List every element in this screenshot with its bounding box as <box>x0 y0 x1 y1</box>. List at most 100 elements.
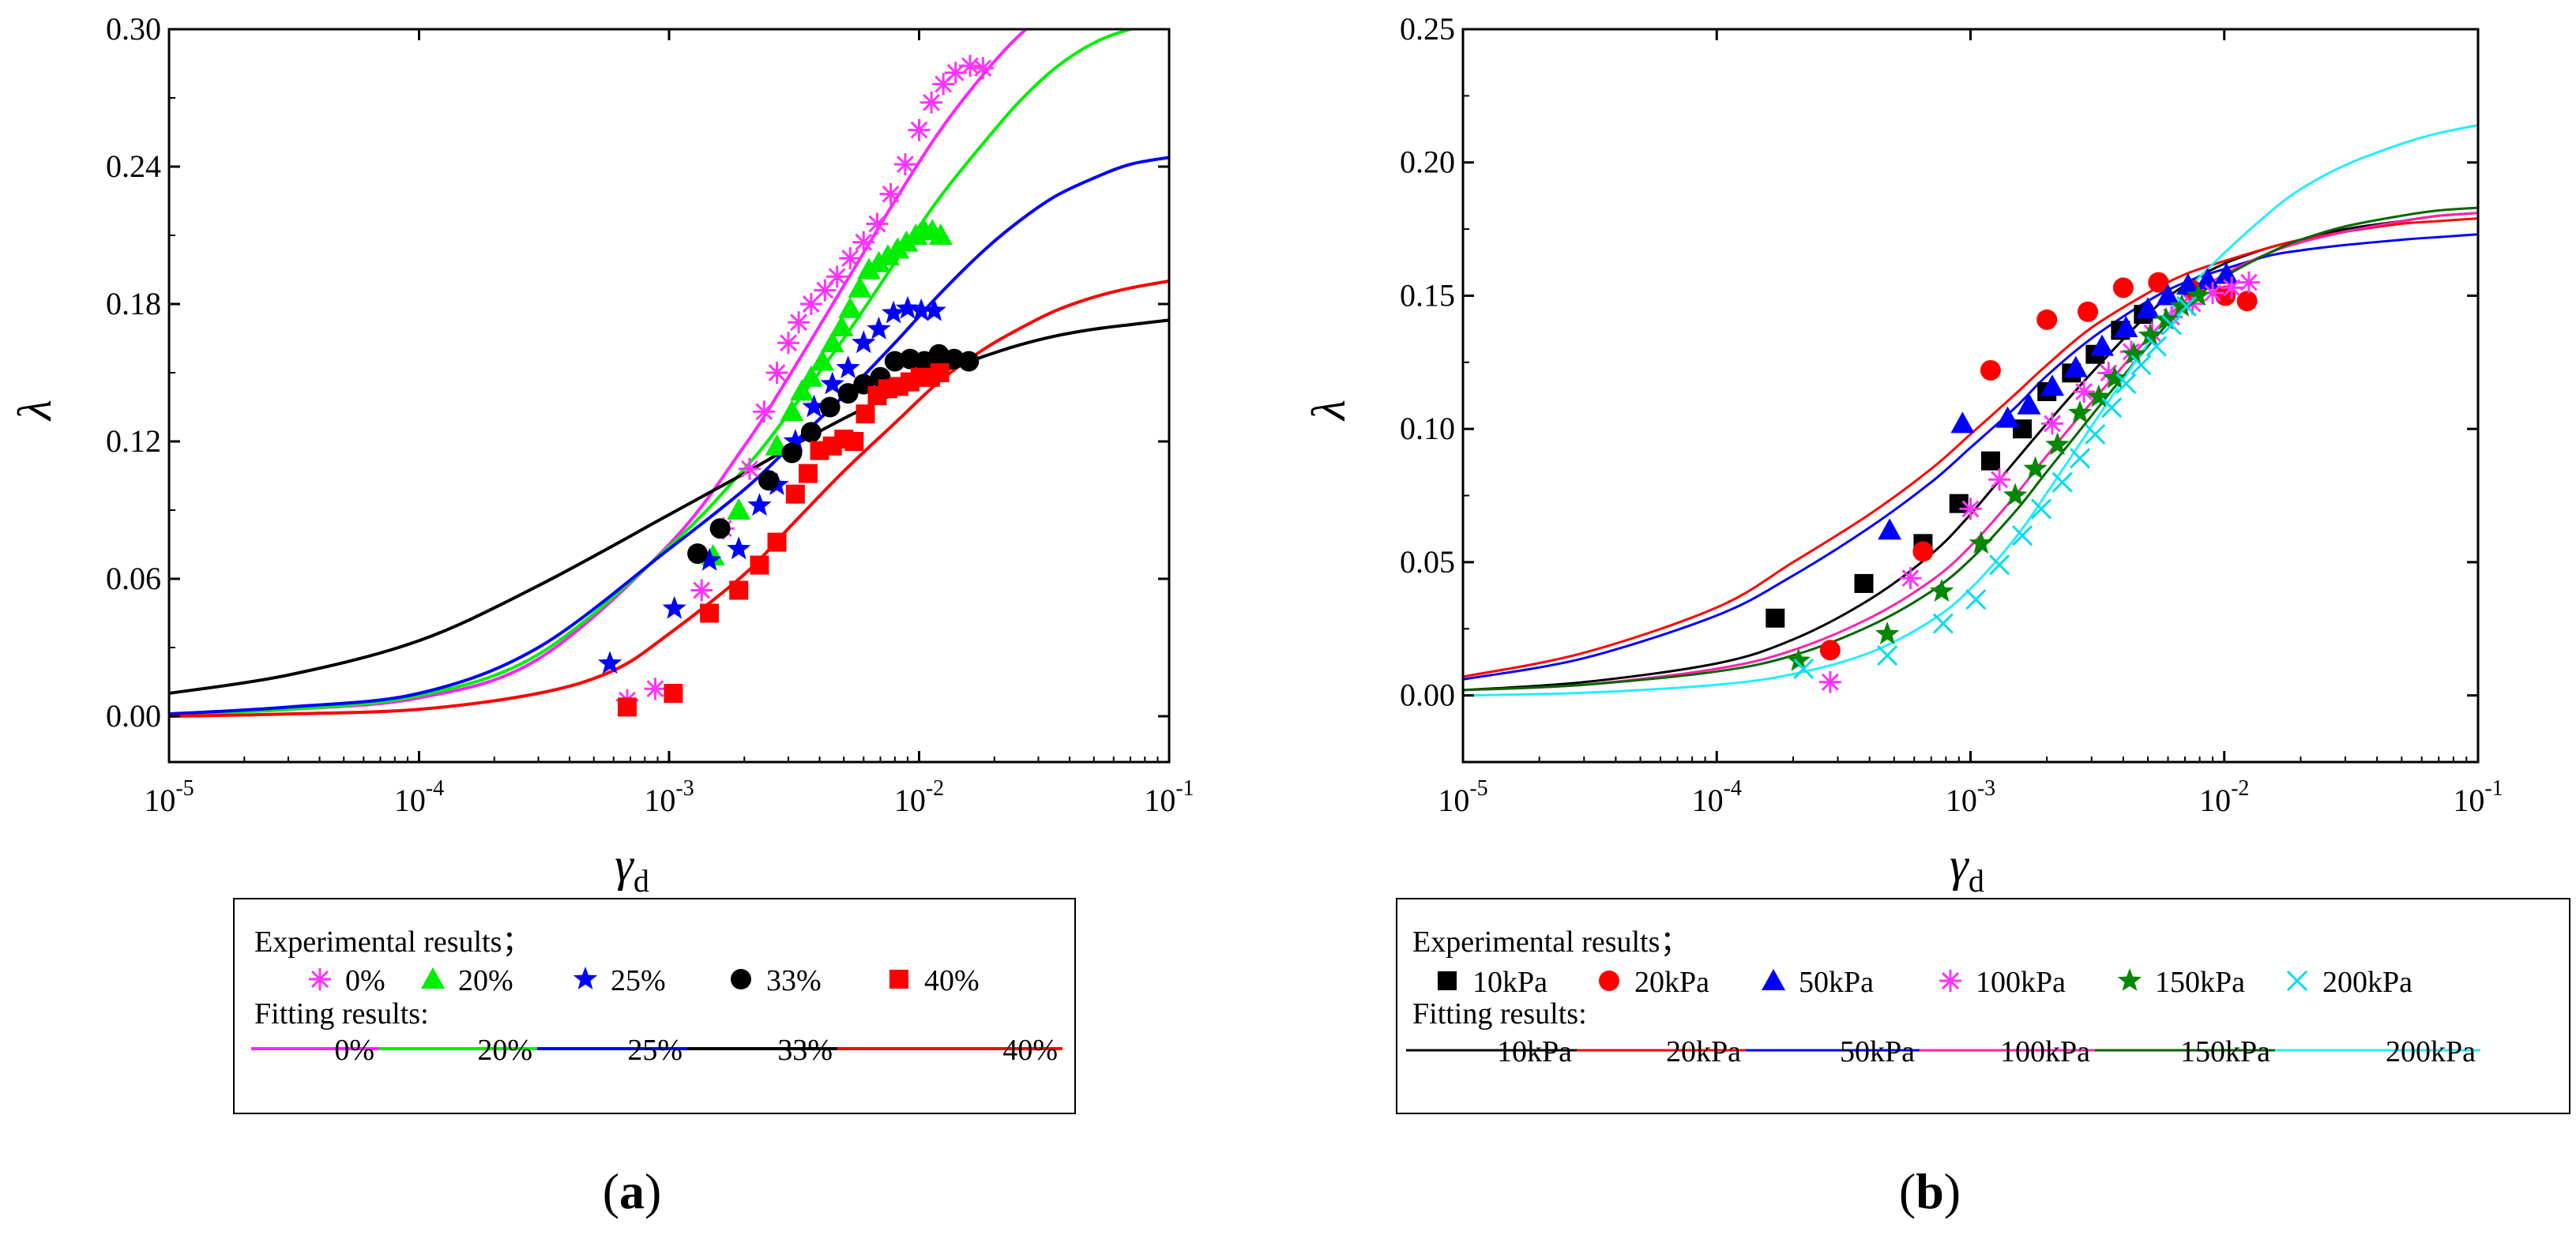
data-point <box>836 355 860 379</box>
y-tick-label: 0.06 <box>106 561 161 596</box>
data-point <box>799 365 823 387</box>
data-point <box>709 518 731 539</box>
x-tick-label: 10-2 <box>2199 776 2249 818</box>
data-point <box>2112 277 2134 298</box>
data-point <box>2073 380 2096 403</box>
x-tick-exponent: -1 <box>2484 776 2503 801</box>
x-tick-label: 10-4 <box>394 776 444 818</box>
data-point <box>2202 282 2224 305</box>
y-axis-label: λ <box>1303 400 1355 422</box>
data-point <box>1959 497 1982 520</box>
legend-fit-title: Fitting results: <box>254 997 429 1031</box>
legend-marker <box>2117 968 2142 991</box>
data-point <box>893 153 916 176</box>
data-point <box>1950 411 1975 434</box>
data-point <box>617 697 637 717</box>
x-tick-base: 10 <box>894 783 926 818</box>
data-point <box>750 555 769 575</box>
data-point <box>1969 531 1993 554</box>
legend-exp-title: Experimental results； <box>1412 925 1690 959</box>
legend-fit-label: 10kPa <box>1497 1035 1572 1068</box>
x-tick-label: 10-2 <box>894 776 944 818</box>
data-point <box>2148 272 2169 293</box>
data-point <box>765 362 788 384</box>
data-point <box>2030 498 2052 520</box>
y-tick-label: 0.12 <box>106 423 161 459</box>
data-point <box>777 332 800 355</box>
legend-marker <box>1762 969 1785 990</box>
legend-exp-label: 150kPa <box>2155 966 2245 999</box>
legend-exp-label: 100kPa <box>1976 966 2066 999</box>
data-point <box>895 295 920 319</box>
data-point <box>727 498 751 520</box>
data-point <box>2045 432 2070 456</box>
x-tick-exponent: -4 <box>1724 776 1742 801</box>
x-tick-base: 10 <box>2453 783 2484 818</box>
panel-label-close: ) <box>1944 1163 1961 1219</box>
data-point <box>2156 283 2180 306</box>
data-point <box>2063 355 2088 377</box>
data-point <box>2085 423 2106 445</box>
legend-fit-label: 20kPa <box>1666 1035 1741 1068</box>
data-point <box>1854 573 1874 593</box>
data-point <box>852 330 876 354</box>
data-point <box>687 543 709 565</box>
legend-exp-label: 25% <box>611 964 666 997</box>
panel-label-open: ( <box>603 1163 619 1219</box>
legend: Experimental results； 0% 20% 25% 33% 40% Fitti… <box>233 898 1076 1114</box>
legend-marker <box>1438 971 1457 990</box>
data-point <box>2236 291 2258 312</box>
legend-marker <box>1599 971 1619 991</box>
data-point <box>644 678 667 700</box>
fit-line-50kPa <box>1463 233 2478 681</box>
x-tick-label: 10-1 <box>1144 776 1194 818</box>
x-tick-base: 10 <box>144 783 175 818</box>
x-axis-label-symbol: γ <box>615 839 634 891</box>
x-tick-exponent: -1 <box>1175 776 1194 801</box>
legend-exp-label: 200kPa <box>2322 966 2412 999</box>
x-tick-exponent: -5 <box>1469 776 1487 801</box>
legend-fit-title: Fitting results: <box>1412 997 1587 1031</box>
data-point <box>1766 608 1785 628</box>
data-point <box>848 276 872 298</box>
x-axis-label-subscript: d <box>1969 863 1984 899</box>
data-point <box>788 311 810 334</box>
fit-line-25pct <box>169 156 1169 716</box>
data-point <box>819 396 840 418</box>
data-point <box>829 315 854 336</box>
data-point <box>1899 567 1922 590</box>
data-point <box>810 349 834 371</box>
data-point <box>1877 644 1898 666</box>
data-point <box>2070 448 2091 469</box>
x-tick-base: 10 <box>1692 783 1724 818</box>
data-point <box>2114 315 2138 337</box>
experimental-points <box>1766 262 2260 693</box>
legend-exp-title: Experimental results； <box>254 925 532 959</box>
data-point <box>690 579 713 602</box>
x-tick-exponent: -3 <box>1977 776 1995 801</box>
legend-exp-label: 10kPa <box>1472 966 1547 999</box>
data-point <box>664 684 683 703</box>
data-point <box>837 383 859 404</box>
data-point <box>738 457 761 480</box>
data-point <box>2041 412 2064 435</box>
y-tick-label: 0.00 <box>1400 678 1455 713</box>
x-tick-label: 10-1 <box>2453 776 2503 818</box>
data-point <box>2186 283 2211 306</box>
x-tick-label: 10-4 <box>1692 776 1742 818</box>
legend-fit-label: 150kPa <box>2180 1035 2270 1068</box>
data-point <box>753 400 776 423</box>
exp-series-25pct <box>597 295 946 674</box>
data-point <box>838 296 863 318</box>
data-point <box>2115 373 2137 394</box>
data-point <box>1912 541 1934 562</box>
data-point <box>909 298 934 321</box>
x-tick-exponent: -4 <box>426 776 444 801</box>
exp-series-20kPa <box>1819 272 2258 661</box>
x-tick-exponent: -2 <box>926 776 944 801</box>
y-tick-label: 0.00 <box>106 698 161 734</box>
data-point <box>2003 482 2028 506</box>
